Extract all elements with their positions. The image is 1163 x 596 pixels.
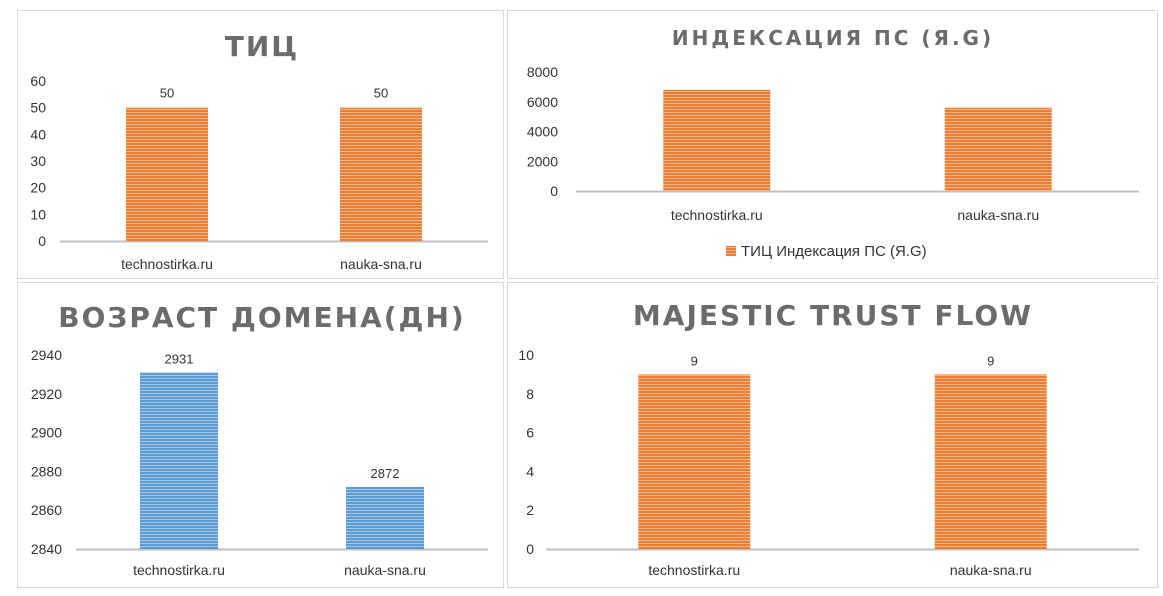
x-category-label: nauka-sna.ru xyxy=(957,207,1039,223)
chart-panel-majestic: MAJESTIC TRUST FLOW 0 2 4 6 8 10 technostirka.r… xyxy=(507,282,1158,588)
y-tick-label: 8000 xyxy=(527,64,558,80)
y-tick-label: 8 xyxy=(526,386,534,402)
chart-panel-tic: ТИЦ 0 10 20 30 40 50 60 technostirka.ru 50 nauka-s… xyxy=(17,10,504,279)
y-tick-label: 4000 xyxy=(527,124,558,140)
legend-swatch xyxy=(726,246,736,256)
chart-svg-majestic: MAJESTIC TRUST FLOW 0 2 4 6 8 10 technostirka.r… xyxy=(518,299,1139,578)
y-tick-label: 2940 xyxy=(31,347,62,363)
bar-nauka-sna-ru xyxy=(944,107,1052,191)
y-tick-label: 0 xyxy=(526,541,534,557)
chart-title: ВОЗРАСТ ДОМЕНА(ДН) xyxy=(58,301,465,334)
bar-technostirka-ru xyxy=(663,89,771,191)
y-tick-label: 30 xyxy=(30,153,46,169)
y-tick-label: 6000 xyxy=(527,94,558,110)
data-label: 50 xyxy=(374,86,388,101)
y-tick-label: 2920 xyxy=(31,386,62,402)
x-category-label: technostirka.ru xyxy=(648,562,740,578)
chart-title: ТИЦ xyxy=(225,30,300,63)
x-category-label: nauka-sna.ru xyxy=(344,562,426,578)
y-tick-label: 2000 xyxy=(527,153,558,169)
x-category-label: nauka-sna.ru xyxy=(340,256,422,272)
x-category-label: technostirka.ru xyxy=(121,256,213,272)
y-tick-label: 2900 xyxy=(31,425,62,441)
y-tick-label: 0 xyxy=(550,183,558,199)
chart-svg-age: ВОЗРАСТ ДОМЕНА(ДН) 2840 2860 2880 2900 2920 29… xyxy=(31,301,488,578)
data-label: 50 xyxy=(160,86,174,101)
bar-nauka-sna-ru xyxy=(346,486,424,549)
x-category-label: technostirka.ru xyxy=(671,207,763,223)
y-tick-label: 2880 xyxy=(31,463,62,479)
y-tick-label: 10 xyxy=(518,347,534,363)
bar-technostirka-ru xyxy=(140,372,218,549)
data-label: 9 xyxy=(691,353,698,368)
y-tick-label: 60 xyxy=(30,73,46,89)
y-tick-label: 0 xyxy=(38,233,46,249)
x-category-label: technostirka.ru xyxy=(133,562,225,578)
chart-panel-index: ИНДЕКСАЦИЯ ПС (Я.G) 0 2000 4000 6000 8000 tech… xyxy=(507,10,1158,279)
chart-title: ИНДЕКСАЦИЯ ПС (Я.G) xyxy=(672,26,994,50)
bar-nauka-sna-ru xyxy=(340,107,422,242)
chart-svg-tic: ТИЦ 0 10 20 30 40 50 60 technostirka.ru 50 nauka-s… xyxy=(30,30,488,272)
legend-label: ТИЦ Индексация ПС (Я.G) xyxy=(741,243,927,260)
y-tick-label: 50 xyxy=(30,100,46,116)
x-category-label: nauka-sna.ru xyxy=(950,562,1032,578)
chart-panel-age: ВОЗРАСТ ДОМЕНА(ДН) 2840 2860 2880 2900 2920 29… xyxy=(17,282,504,588)
y-tick-label: 2860 xyxy=(31,502,62,518)
bar-technostirka-ru xyxy=(126,107,208,242)
y-tick-label: 20 xyxy=(30,180,46,196)
bar-technostirka-ru xyxy=(638,374,751,549)
bar-nauka-sna-ru xyxy=(934,374,1047,549)
data-label: 2931 xyxy=(165,351,194,366)
y-tick-label: 10 xyxy=(30,206,46,222)
data-label: 2872 xyxy=(371,466,400,481)
y-tick-label: 6 xyxy=(526,425,534,441)
y-tick-label: 4 xyxy=(526,463,534,479)
chart-svg-index: ИНДЕКСАЦИЯ ПС (Я.G) 0 2000 4000 6000 8000 tech… xyxy=(527,26,1139,260)
y-tick-label: 2840 xyxy=(31,541,62,557)
data-label: 9 xyxy=(987,353,994,368)
y-tick-label: 40 xyxy=(30,126,46,142)
y-tick-label: 2 xyxy=(526,502,534,518)
chart-title: MAJESTIC TRUST FLOW xyxy=(633,299,1033,332)
